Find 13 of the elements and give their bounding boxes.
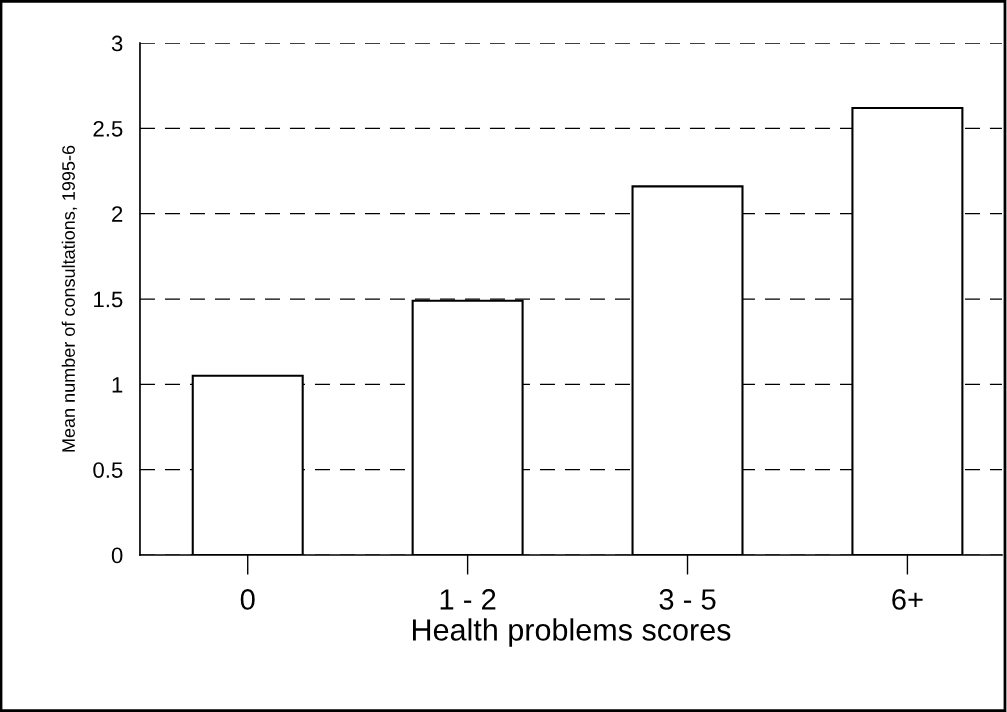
y-tick-label: 0.5 — [93, 462, 123, 478]
x-tick-label: 1 - 2 — [440, 589, 496, 610]
x-tick-label: 6+ — [892, 589, 923, 610]
y-tick-label: 1 — [112, 377, 123, 393]
x-tick-label: 0 — [240, 589, 255, 610]
x-axis-title: Health problems scores — [413, 618, 731, 647]
y-tick-label: 2.5 — [93, 120, 123, 137]
y-tick-label: 0 — [111, 547, 123, 564]
x-tick-label: 3 - 5 — [659, 589, 716, 610]
y-tick-label: 2 — [112, 206, 123, 222]
y-axis-title: Mean number of consultations, 1995-6 — [61, 145, 78, 452]
y-tick-label: 1.5 — [94, 291, 123, 308]
y-tick-label: 3 — [111, 35, 123, 52]
